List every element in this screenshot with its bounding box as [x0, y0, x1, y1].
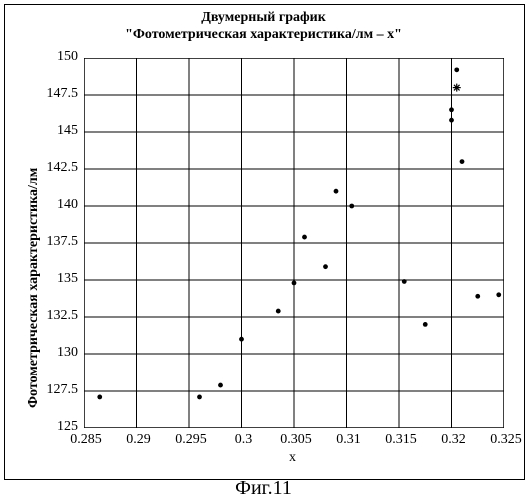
x-tick: 0.3	[224, 432, 264, 448]
x-tick: 0.315	[381, 432, 421, 448]
y-tick: 137.5	[47, 234, 79, 250]
data-point	[349, 204, 354, 209]
data-point	[449, 118, 454, 123]
figure-caption: Фиг.11	[0, 477, 527, 500]
x-tick: 0.32	[434, 432, 474, 448]
y-tick: 135	[57, 271, 78, 287]
data-point	[475, 294, 480, 299]
y-tick: 145	[57, 123, 78, 139]
scatter-plot	[84, 58, 504, 428]
data-point	[496, 292, 501, 297]
data-point	[239, 337, 244, 342]
y-tick: 142.5	[47, 160, 79, 176]
y-tick: 147.5	[47, 86, 79, 102]
y-tick: 140	[57, 197, 78, 213]
data-point	[454, 67, 459, 72]
data-point	[197, 395, 202, 400]
x-tick: 0.295	[171, 432, 211, 448]
data-point	[334, 189, 339, 194]
x-tick: 0.305	[276, 432, 316, 448]
y-tick: 130	[57, 345, 78, 361]
data-point	[218, 383, 223, 388]
data-point	[302, 235, 307, 240]
x-tick: 0.31	[329, 432, 369, 448]
y-tick: 127.5	[47, 382, 79, 398]
x-tick: 0.325	[486, 432, 526, 448]
data-point	[460, 159, 465, 164]
x-tick: 0.285	[66, 432, 106, 448]
chart-title: Двумерный график "Фотометрическая характ…	[0, 10, 527, 44]
y-tick: 132.5	[47, 308, 79, 324]
y-tick: 150	[57, 49, 78, 65]
title-line1: Двумерный график	[201, 10, 326, 25]
data-point	[423, 322, 428, 327]
data-point	[323, 264, 328, 269]
title-line2: "Фотометрическая характеристика/лм – x"	[125, 27, 402, 42]
special-point	[453, 84, 461, 92]
data-point	[449, 107, 454, 112]
x-axis-label: x	[289, 450, 296, 466]
data-point	[292, 281, 297, 286]
data-point	[402, 279, 407, 284]
y-axis-label: Фотометрическая характеристика/лм	[26, 168, 42, 408]
data-point	[276, 309, 281, 314]
data-point	[97, 395, 102, 400]
x-tick: 0.29	[119, 432, 159, 448]
